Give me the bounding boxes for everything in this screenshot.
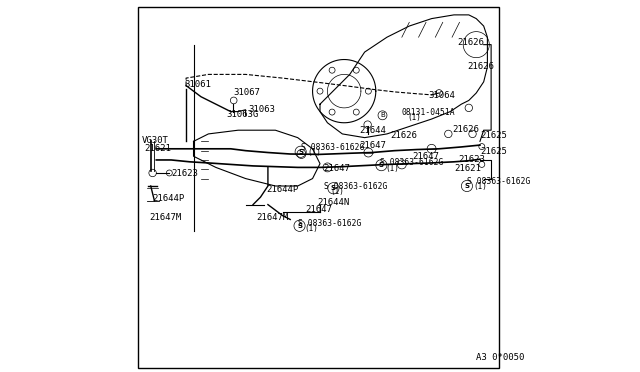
Text: S: S [379, 162, 384, 168]
Text: 21647M: 21647M [257, 213, 289, 222]
Text: 31063G: 31063G [227, 110, 259, 119]
Text: S 08363-6162G: S 08363-6162G [301, 143, 364, 152]
Text: 31063: 31063 [248, 105, 275, 114]
Text: 21626: 21626 [452, 125, 479, 134]
Text: (1): (1) [330, 187, 344, 196]
Text: S 08363-6162G: S 08363-6162G [298, 219, 361, 228]
Text: S 08363-6162G: S 08363-6162G [380, 158, 443, 167]
Text: VG30T: VG30T [142, 136, 169, 145]
Text: (1): (1) [386, 164, 400, 173]
Text: S: S [465, 183, 469, 189]
Text: S: S [298, 149, 303, 155]
Text: A3 0*0050: A3 0*0050 [476, 353, 525, 362]
Text: B: B [380, 112, 385, 118]
Text: 21647M: 21647M [150, 213, 182, 222]
Text: (1): (1) [473, 182, 487, 191]
Text: 21623: 21623 [172, 169, 198, 178]
Text: 31064: 31064 [428, 92, 455, 100]
Text: (1): (1) [307, 148, 321, 157]
Text: 21644P: 21644P [266, 185, 298, 194]
Text: 21626: 21626 [458, 38, 484, 47]
Text: 21647: 21647 [305, 205, 332, 214]
Text: S 08363-6162G: S 08363-6162G [467, 177, 531, 186]
Text: 21621: 21621 [454, 164, 481, 173]
Text: 21644P: 21644P [152, 194, 185, 203]
Text: 31061: 31061 [184, 80, 211, 89]
Text: 21625: 21625 [481, 147, 508, 156]
Text: S 08363-6162G: S 08363-6162G [324, 182, 387, 190]
Text: 21644: 21644 [360, 126, 387, 135]
Text: 21626: 21626 [390, 131, 417, 140]
Text: 21647: 21647 [360, 141, 387, 150]
Text: 21647: 21647 [324, 164, 351, 173]
Text: S: S [297, 223, 302, 229]
Text: S: S [331, 185, 336, 191]
Text: (1): (1) [408, 113, 422, 122]
Text: 31067: 31067 [234, 88, 260, 97]
Text: 21644N: 21644N [317, 198, 349, 207]
Text: 21623: 21623 [458, 155, 485, 164]
Text: 21625: 21625 [481, 131, 508, 140]
Text: 21626: 21626 [467, 62, 494, 71]
Text: 08131-0451A: 08131-0451A [402, 108, 456, 117]
Text: 21647: 21647 [412, 153, 439, 161]
Text: (1): (1) [304, 224, 318, 233]
Text: 21621: 21621 [145, 144, 172, 153]
